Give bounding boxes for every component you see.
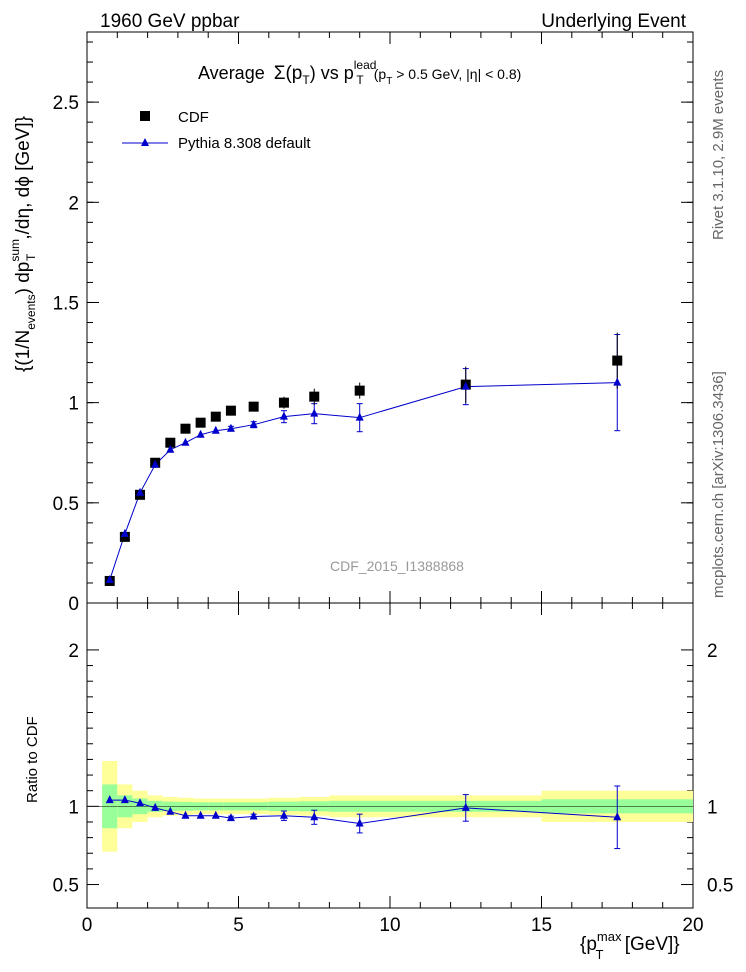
main-y-tick-label: 0.5 xyxy=(53,494,79,515)
header-right: Underlying Event xyxy=(541,11,686,32)
ratio-y-tick-label-right: 2 xyxy=(707,641,718,662)
pythia-point xyxy=(355,412,364,421)
x-tick-label: 15 xyxy=(531,915,552,936)
main-axis-ticks: 0 0.5 1 1.5 2 2.5 xyxy=(53,32,694,615)
pythia-point xyxy=(181,437,190,446)
ratio-pythia-point xyxy=(136,798,145,807)
legend: CDF Pythia 8.308 default xyxy=(122,109,311,152)
cdf-point xyxy=(119,531,130,542)
x-tick-label: 0 xyxy=(82,915,93,936)
header-left: 1960 GeV ppbar xyxy=(100,11,240,32)
ratio-axis-ticks: 0.5 0.51 12 20 5 10 15 20 xyxy=(53,603,733,936)
pythia-point xyxy=(136,487,145,496)
ratio-y-tick-label-right: 0.5 xyxy=(707,876,733,897)
pythia-point xyxy=(105,574,114,583)
ratio-y-tick-label-left: 0.5 xyxy=(53,876,79,897)
pythia-point xyxy=(226,423,235,432)
pythia-point xyxy=(613,377,622,386)
ratio-pythia-point xyxy=(196,810,205,819)
ratio-pythia-point xyxy=(310,812,319,821)
pythia-point xyxy=(151,459,160,468)
cdf-point xyxy=(248,401,259,412)
pythia-point xyxy=(249,419,258,428)
legend-marker-pythia xyxy=(141,138,149,146)
legend-marker-cdf xyxy=(140,111,150,121)
x-tick-label: 20 xyxy=(682,915,703,936)
ratio-pythia-point xyxy=(226,813,235,822)
ratio-y-axis-label: Ratio to CDF xyxy=(24,716,41,803)
x-axis-label: {pmax T [GeV]} xyxy=(580,929,680,962)
ratio-pythia-point xyxy=(151,802,160,811)
cdf-point xyxy=(195,417,206,428)
main-y-tick-label: 1 xyxy=(68,394,79,415)
ratio-y-tick-label-left: 1 xyxy=(68,797,79,818)
ratio-pythia-point xyxy=(166,806,175,815)
pythia-point xyxy=(120,528,129,537)
ratio-pythia-point xyxy=(105,795,114,804)
pythia-point xyxy=(166,444,175,453)
cdf-point xyxy=(165,437,176,448)
ratio-y-tick-label-right: 1 xyxy=(707,797,718,818)
main-y-tick-label: 2 xyxy=(68,193,79,214)
ratio-pythia-point xyxy=(279,810,288,819)
rivet-label: Rivet 3.1.10, 2.9M events xyxy=(710,70,727,240)
ratio-pythia-point xyxy=(355,818,364,827)
cdf-point xyxy=(210,411,221,422)
ratio-pythia-point xyxy=(613,812,622,821)
chart-title: Average Σ(pT) vs plead T (pT > 0.5 GeV, |η… xyxy=(198,58,521,87)
pythia-point xyxy=(196,429,205,438)
ratio-data-layer xyxy=(105,785,622,850)
ratio-pythia-point xyxy=(249,811,258,820)
ratio-pythia-point xyxy=(181,810,190,819)
mcplots-label: mcplots.cern.ch [arXiv:1306.3436] xyxy=(710,371,727,598)
ratio-pythia-point xyxy=(120,795,129,804)
legend-label-cdf: CDF xyxy=(178,109,209,126)
main-y-tick-label: 2.5 xyxy=(53,93,79,114)
cdf-point xyxy=(225,405,236,416)
pythia-point xyxy=(279,411,288,420)
pythia-line xyxy=(109,382,618,581)
main-y-tick-label: 0 xyxy=(68,594,79,615)
analysis-watermark: CDF_2015_I1388868 xyxy=(330,558,464,574)
x-tick-label: 5 xyxy=(233,915,244,936)
ratio-pythia-point xyxy=(211,810,220,819)
main-y-tick-label: 1.5 xyxy=(53,293,79,314)
ratio-plot-frame xyxy=(86,602,694,909)
ratio-pythia-point xyxy=(461,802,470,811)
cdf-point xyxy=(180,423,191,434)
ratio-y-tick-label-left: 2 xyxy=(68,641,79,662)
legend-label-pythia: Pythia 8.308 default xyxy=(178,135,311,152)
main-data-layer xyxy=(104,332,623,586)
pythia-point xyxy=(211,425,220,434)
x-tick-label: 10 xyxy=(379,915,400,936)
pythia-point xyxy=(310,408,319,417)
pythia-point xyxy=(461,381,470,390)
main-y-axis-label: {(1/Nevents) dpsum T,/dη, dϕ [GeV]} xyxy=(8,116,38,372)
